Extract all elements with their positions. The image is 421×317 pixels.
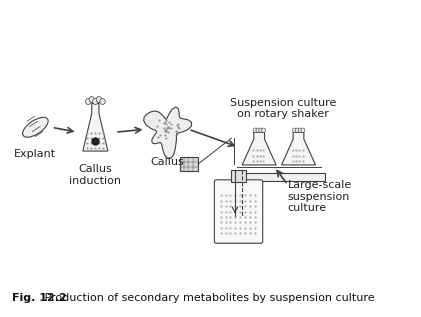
Circle shape <box>295 128 299 133</box>
Ellipse shape <box>23 117 48 137</box>
FancyBboxPatch shape <box>232 170 246 182</box>
Text: Suspension culture
on rotary shaker: Suspension culture on rotary shaker <box>230 98 336 119</box>
FancyBboxPatch shape <box>214 180 263 243</box>
Polygon shape <box>83 103 108 151</box>
Text: Large-scale
suspension
culture: Large-scale suspension culture <box>288 180 352 213</box>
Text: Explant: Explant <box>14 149 56 159</box>
Text: Callus
induction: Callus induction <box>69 164 121 185</box>
Polygon shape <box>242 132 276 165</box>
Circle shape <box>261 128 266 133</box>
Circle shape <box>293 128 296 133</box>
Circle shape <box>259 128 263 133</box>
Circle shape <box>96 97 101 102</box>
Text: Production of secondary metabolites by suspension culture: Production of secondary metabolites by s… <box>41 293 374 303</box>
Circle shape <box>89 97 94 102</box>
Circle shape <box>298 128 302 133</box>
Circle shape <box>256 128 260 133</box>
Text: Fig. 12.2: Fig. 12.2 <box>12 293 67 303</box>
Polygon shape <box>282 132 315 165</box>
Circle shape <box>301 128 305 133</box>
FancyBboxPatch shape <box>236 173 325 181</box>
Circle shape <box>93 99 98 105</box>
Circle shape <box>100 99 105 105</box>
Text: Callus: Callus <box>150 157 184 167</box>
FancyBboxPatch shape <box>180 157 198 171</box>
Circle shape <box>85 99 91 105</box>
Circle shape <box>253 128 257 133</box>
Polygon shape <box>144 107 192 158</box>
